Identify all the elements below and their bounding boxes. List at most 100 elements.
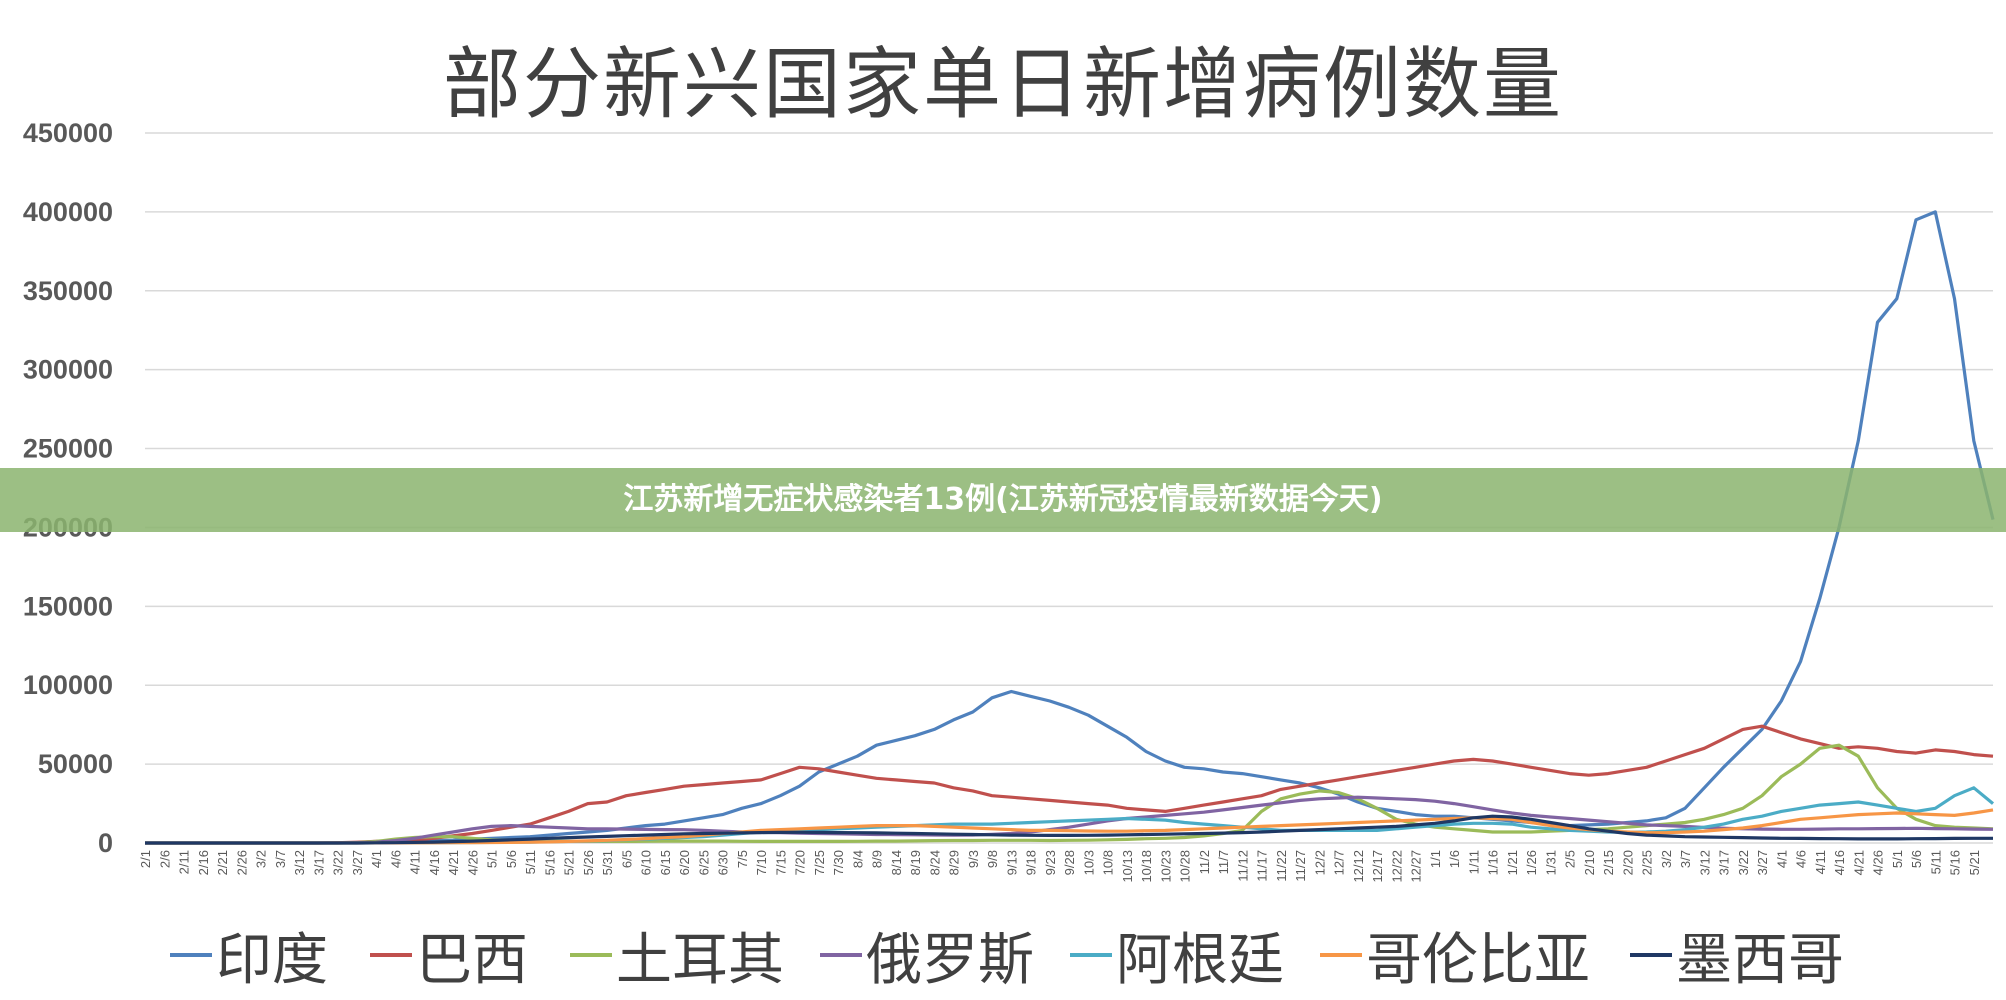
x-tick-label: 7/25	[812, 850, 827, 875]
x-tick-label: 1/11	[1466, 850, 1481, 874]
x-tick-label: 3/12	[1697, 850, 1712, 875]
x-tick-label: 4/16	[427, 850, 442, 875]
legend-label: 土耳其	[616, 927, 784, 993]
x-tick-label: 2/11	[177, 850, 192, 874]
x-tick-label: 2/26	[234, 850, 249, 875]
x-tick-label: 1/1	[1428, 850, 1443, 868]
x-tick-label: 5/6	[504, 850, 519, 868]
legend-label: 俄罗斯	[866, 927, 1034, 993]
legend-swatch	[570, 953, 612, 957]
x-tick-label: 9/3	[966, 850, 981, 868]
x-tick-label: 5/21	[562, 850, 577, 875]
x-tick-label: 10/23	[1158, 850, 1173, 883]
x-tick-label: 4/21	[446, 850, 461, 875]
legend-label: 巴西	[416, 927, 528, 993]
x-tick-label: 4/26	[465, 850, 480, 875]
y-tick-label: 400000	[23, 197, 113, 227]
x-tick-label: 3/2	[254, 850, 269, 868]
x-tick-label: 3/7	[1678, 850, 1693, 868]
x-tick-label: 4/6	[388, 850, 403, 868]
legend-swatch	[1070, 953, 1112, 957]
legend-swatch	[370, 953, 412, 957]
x-tick-label: 2/6	[157, 850, 172, 868]
y-tick-label: 350000	[23, 276, 113, 306]
x-tick-label: 4/1	[1774, 850, 1789, 868]
overlay-banner: 江苏新增无症状感染者13例(江苏新冠疫情最新数据今天)	[0, 468, 2006, 532]
x-tick-label: 11/12	[1235, 850, 1250, 882]
x-tick-label: 1/16	[1486, 850, 1501, 875]
x-tick-label: 2/1	[138, 850, 153, 868]
x-tick-label: 5/6	[1909, 850, 1924, 868]
legend-swatch	[1320, 953, 1362, 957]
x-tick-label: 5/16	[542, 850, 557, 875]
x-tick-label: 2/21	[215, 850, 230, 875]
x-tick-label: 8/29	[947, 850, 962, 875]
x-tick-label: 8/19	[908, 850, 923, 875]
x-tick-label: 6/5	[619, 850, 634, 868]
x-tick-label: 4/21	[1851, 850, 1866, 875]
x-tick-label: 4/6	[1794, 850, 1809, 868]
x-tick-label: 2/10	[1582, 850, 1597, 875]
legend-item: 哥伦比亚	[1320, 920, 1590, 993]
x-tick-label: 9/23	[1043, 850, 1058, 875]
y-axis-ticks: 0500001000001500002000002500003000003500…	[23, 118, 113, 858]
chart-title: 部分新兴国家单日新增病例数量	[442, 40, 1563, 130]
y-tick-label: 300000	[23, 355, 113, 385]
legend-label: 阿根廷	[1116, 927, 1284, 993]
x-tick-label: 5/21	[1967, 850, 1982, 875]
legend-item: 巴西	[370, 920, 528, 993]
x-tick-label: 8/24	[927, 850, 942, 875]
x-tick-label: 3/17	[1717, 850, 1732, 875]
x-tick-label: 5/31	[600, 850, 615, 875]
x-tick-label: 5/11	[523, 850, 538, 874]
x-tick-label: 4/16	[1832, 850, 1847, 875]
x-tick-label: 2/16	[196, 850, 211, 875]
series-line-3	[145, 743, 1994, 845]
x-tick-label: 5/1	[1890, 850, 1905, 868]
x-tick-label: 1/31	[1543, 850, 1558, 875]
x-tick-label: 12/12	[1351, 850, 1366, 883]
x-tick-label: 8/9	[870, 850, 885, 868]
legend-label: 墨西哥	[1676, 927, 1844, 993]
x-tick-label: 6/30	[716, 850, 731, 875]
x-tick-label: 10/28	[1178, 850, 1193, 883]
x-tick-label: 3/27	[1755, 850, 1770, 875]
legend-swatch	[170, 953, 212, 957]
x-tick-label: 10/8	[1101, 850, 1116, 875]
x-tick-label: 11/2	[1197, 850, 1212, 874]
x-tick-label: 6/15	[658, 850, 673, 875]
x-tick-label: 1/21	[1505, 850, 1520, 875]
legend-item: 俄罗斯	[820, 920, 1034, 993]
y-tick-label: 50000	[38, 749, 113, 779]
x-tick-label: 10/3	[1081, 850, 1096, 875]
x-tick-label: 11/17	[1255, 850, 1270, 882]
legend-label: 哥伦比亚	[1366, 927, 1590, 993]
legend-item: 墨西哥	[1630, 920, 1844, 993]
y-tick-label: 0	[98, 828, 113, 858]
x-tick-label: 12/17	[1370, 850, 1385, 883]
legend-swatch	[1630, 953, 1672, 957]
x-tick-label: 10/18	[1139, 850, 1154, 883]
y-tick-label: 100000	[23, 670, 113, 700]
x-tick-label: 11/22	[1274, 850, 1289, 882]
x-tick-label: 9/8	[985, 850, 1000, 868]
x-tick-label: 3/17	[311, 850, 326, 875]
x-tick-label: 12/22	[1389, 850, 1404, 883]
x-tick-label: 9/18	[1024, 850, 1039, 875]
x-tick-label: 3/12	[292, 850, 307, 875]
x-tick-label: 8/14	[889, 850, 904, 875]
series-line-4	[145, 795, 1994, 845]
x-tick-label: 3/7	[273, 850, 288, 868]
x-tick-label: 6/20	[677, 850, 692, 875]
x-tick-label: 5/11	[1928, 850, 1943, 874]
y-tick-label: 250000	[23, 434, 113, 464]
legend: 印度 巴西 土耳其 俄罗斯 阿根廷 哥伦比亚 墨西哥	[170, 920, 1990, 993]
x-tick-label: 4/11	[1813, 850, 1828, 874]
x-tick-label: 4/26	[1871, 850, 1886, 875]
x-tick-label: 4/11	[408, 850, 423, 874]
x-tick-label: 7/20	[793, 850, 808, 875]
x-tick-label: 1/26	[1524, 850, 1539, 875]
x-tick-label: 5/26	[581, 850, 596, 875]
x-tick-label: 9/28	[1062, 850, 1077, 875]
